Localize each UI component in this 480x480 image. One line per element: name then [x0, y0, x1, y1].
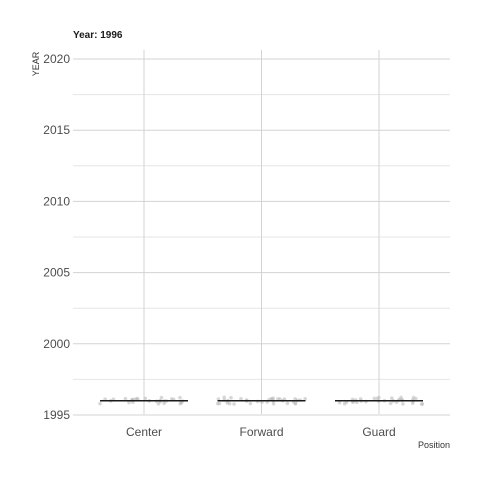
- data-point: [156, 401, 161, 406]
- x-tick-label: Guard: [362, 425, 395, 439]
- data-point: [293, 397, 297, 401]
- data-point: [216, 397, 221, 401]
- data-point: [222, 395, 226, 400]
- data-point: [285, 401, 290, 406]
- data-point: [271, 401, 276, 406]
- y-axis-title: YEAR: [31, 51, 41, 76]
- x-axis-title: Position: [418, 440, 450, 450]
- data-point: [276, 397, 280, 401]
- data-point: [229, 396, 233, 400]
- data-point: [337, 400, 342, 405]
- data-point: [162, 401, 166, 406]
- data-point: [303, 397, 307, 401]
- x-tick-label: Forward: [239, 425, 283, 439]
- data-point: [239, 397, 243, 401]
- grid: [73, 50, 450, 416]
- chart-title: Year: 1996: [73, 30, 123, 41]
- data-point: [232, 402, 236, 406]
- data-point: [389, 396, 394, 401]
- y-tick-label: 1995: [43, 408, 70, 422]
- y-tick-label: 2005: [43, 266, 70, 280]
- y-tick-label: 2010: [43, 194, 70, 208]
- data-point: [227, 401, 232, 406]
- data-point: [178, 395, 182, 400]
- data-point: [217, 401, 222, 406]
- data-point: [388, 401, 393, 406]
- data-point: [375, 396, 380, 401]
- y-tick-label: 2000: [43, 337, 70, 351]
- data-point: [123, 396, 128, 401]
- y-axis-ticks: 1995 2000 2005 2010 2015 2020: [43, 52, 70, 422]
- data-point: [358, 397, 363, 401]
- data-point: [401, 402, 405, 406]
- y-tick-label: 2015: [43, 123, 70, 137]
- data-point: [143, 396, 148, 401]
- data-point: [269, 397, 274, 401]
- data-point: [399, 395, 403, 400]
- data-point: [419, 402, 424, 407]
- data-point: [178, 401, 183, 406]
- data-point: [127, 400, 131, 405]
- data-point: [159, 395, 164, 400]
- y-tick-label: 2020: [43, 52, 70, 66]
- x-tick-label: Center: [126, 425, 162, 439]
- data-point: [98, 401, 102, 406]
- data-point: [248, 401, 253, 406]
- data-point: [293, 401, 298, 406]
- data-point: [414, 396, 418, 401]
- data-point: [372, 396, 377, 401]
- x-axis-ticks: Center Forward Guard: [126, 425, 396, 439]
